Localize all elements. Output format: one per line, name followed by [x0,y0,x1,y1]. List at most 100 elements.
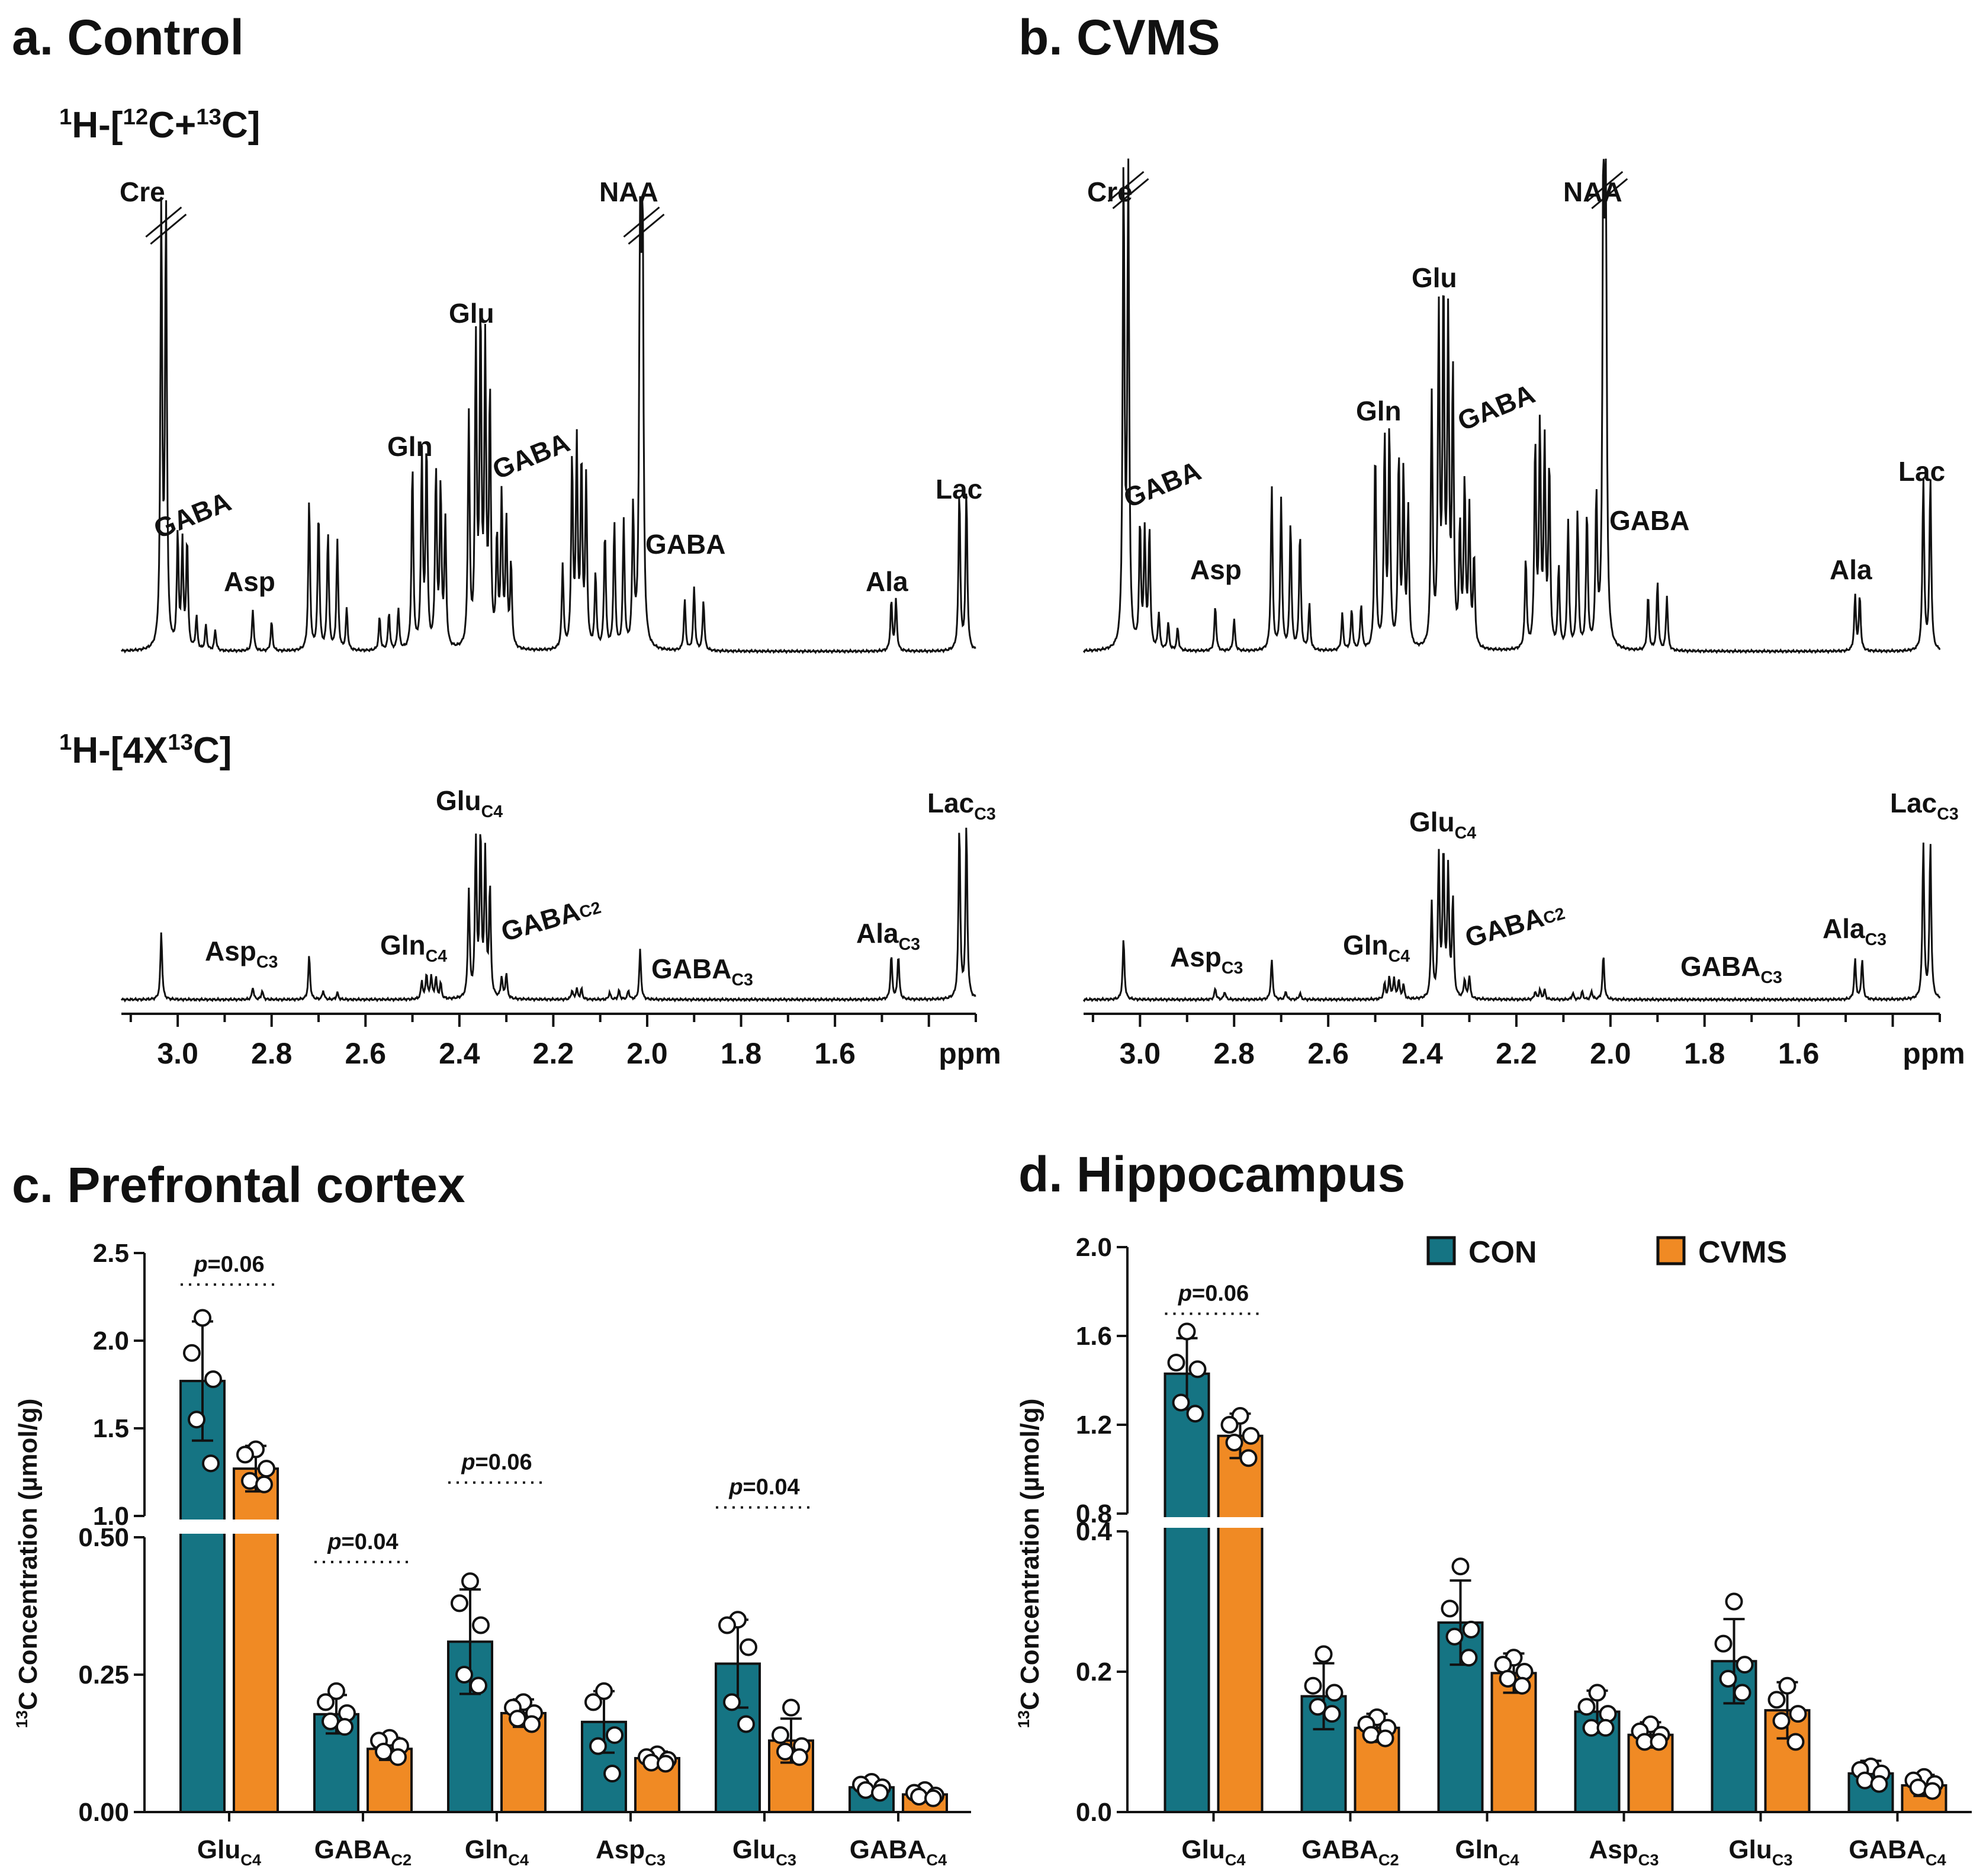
data-point [194,1309,211,1327]
p-symbol: p [728,1475,743,1500]
peak-label-cre: Cre [1087,176,1133,207]
data-point [1714,1634,1733,1653]
p-value-label: p=0.06 [1178,1281,1249,1306]
ppm-tick-label: 2.0 [1590,1037,1631,1070]
category-base: Glu [732,1835,776,1864]
data-point [1856,1771,1874,1790]
data-point [1186,1405,1204,1423]
peak-label-lac: Lac [936,474,982,505]
ppm-tick-label: 3.0 [157,1037,198,1070]
category-sub: C3 [645,1851,666,1869]
y-tick-label: 0.00 [78,1798,129,1827]
data-point [1323,1705,1341,1723]
category-sub: C2 [1378,1851,1399,1869]
peak-label-gln-c4: GlnC4 [1343,930,1410,966]
data-point [1178,1322,1196,1341]
ppm-unit-label: ppm [1902,1037,1965,1070]
peak-label-gaba-c2: GABAC2 [497,889,604,947]
peak-label-glu-c4: GluC4 [436,785,503,821]
data-point [1767,1691,1786,1709]
y-label-text: C Concentration (µmol/g) [14,1399,43,1710]
data-point [1304,1676,1322,1695]
category-base: Gln [1455,1835,1498,1864]
peak-break-mark [1586,171,1624,203]
y-tick-label: 2.5 [93,1239,129,1268]
peak-label-gaba-2: GABA [1453,378,1539,436]
data-point [737,1715,755,1733]
data-point [1460,1649,1478,1667]
peak-label-ala: Ala [866,566,908,597]
peak-label-gln: Gln [1356,396,1402,426]
data-point [183,1344,201,1362]
category-base: Glu [1728,1835,1772,1864]
label-base: Gln [380,930,426,961]
data-point [782,1698,800,1717]
data-point [451,1594,468,1612]
legend-swatch-cvms [1656,1236,1686,1265]
legend-swatch-con [1426,1236,1456,1265]
data-point [1789,1705,1807,1723]
data-point [1172,1393,1190,1412]
row-title-1h-12c-13c: 1H-[12C+13C] [59,104,260,146]
y-tick-label: 2.0 [1076,1233,1112,1262]
label-sub: C3 [1760,968,1782,987]
label-sub: C3 [1865,930,1886,949]
label-sub: C2 [577,898,603,923]
label-sub: C3 [1222,959,1243,978]
p-value-label: p=0.04 [327,1530,398,1554]
data-point [1462,1620,1480,1639]
data-point [1596,1718,1615,1737]
category-label: AspC3 [596,1835,666,1869]
panel-b-ppm-axis: 3.0 2.8 2.6 2.4 2.2 2.0 1.8 1.6 ppm [1084,1013,1965,1070]
axis-break-band [1161,1517,1213,1528]
y-tick-label: 0.8 [1076,1499,1112,1528]
data-point [1309,1698,1327,1716]
category-sub: C3 [1772,1851,1793,1869]
label-base: Lac [1890,788,1937,818]
category-base: Glu [197,1835,240,1864]
p-value: =0.06 [1192,1281,1249,1306]
legend-label-con: CON [1468,1235,1537,1270]
category-base: GABA [1301,1835,1378,1864]
peak-label-gaba-2: GABA [488,426,574,485]
category-label: GlnC4 [465,1835,529,1869]
y-tick-label: 0.0 [1076,1798,1112,1827]
peak-label-lac-c3: LacC3 [1890,788,1959,824]
peak-label-glu: Glu [1412,262,1457,293]
y-tick-label: 0.4 [1076,1517,1113,1546]
row-title-top-mid: C+ [148,105,196,146]
p-symbol: p [461,1450,475,1475]
data-point [1786,1733,1805,1751]
peak-break-mark [1107,171,1145,203]
data-point [1314,1645,1333,1663]
p-value: =0.04 [743,1475,800,1500]
data-point [461,1572,479,1591]
category-sub: C4 [1499,1851,1520,1869]
category-label: GluC3 [732,1835,796,1869]
panel-a-spectra [120,196,976,1003]
category-sub: C3 [1638,1851,1659,1869]
peak-label-cre: Cre [120,176,165,207]
p-symbol: p [327,1530,341,1554]
ppm-tick-label: 2.6 [1307,1037,1349,1070]
category-label: GluC4 [197,1835,262,1869]
category-sub: C3 [776,1851,796,1869]
row-title-top-sup-13: 13 [196,104,221,130]
data-point [1362,1726,1380,1744]
data-point [718,1616,736,1634]
category-base: GABA [850,1835,927,1864]
data-point [1451,1557,1470,1576]
label-base: Asp [1170,942,1222,972]
y-label-sup: 13 [12,1710,31,1728]
ppm-tick-label: 2.8 [1213,1037,1255,1070]
data-point [1923,1782,1942,1800]
bar-con-0 [1164,1372,1210,1813]
panel-b-top-peak-labels: Cre GABA Asp Gln Glu GABA NAA GABA Ala L… [1087,176,1945,585]
data-point [1650,1733,1668,1751]
data-point [1870,1775,1888,1793]
data-point [255,1475,273,1493]
data-point [1778,1676,1796,1695]
y-tick-label: 1.6 [1076,1322,1112,1351]
